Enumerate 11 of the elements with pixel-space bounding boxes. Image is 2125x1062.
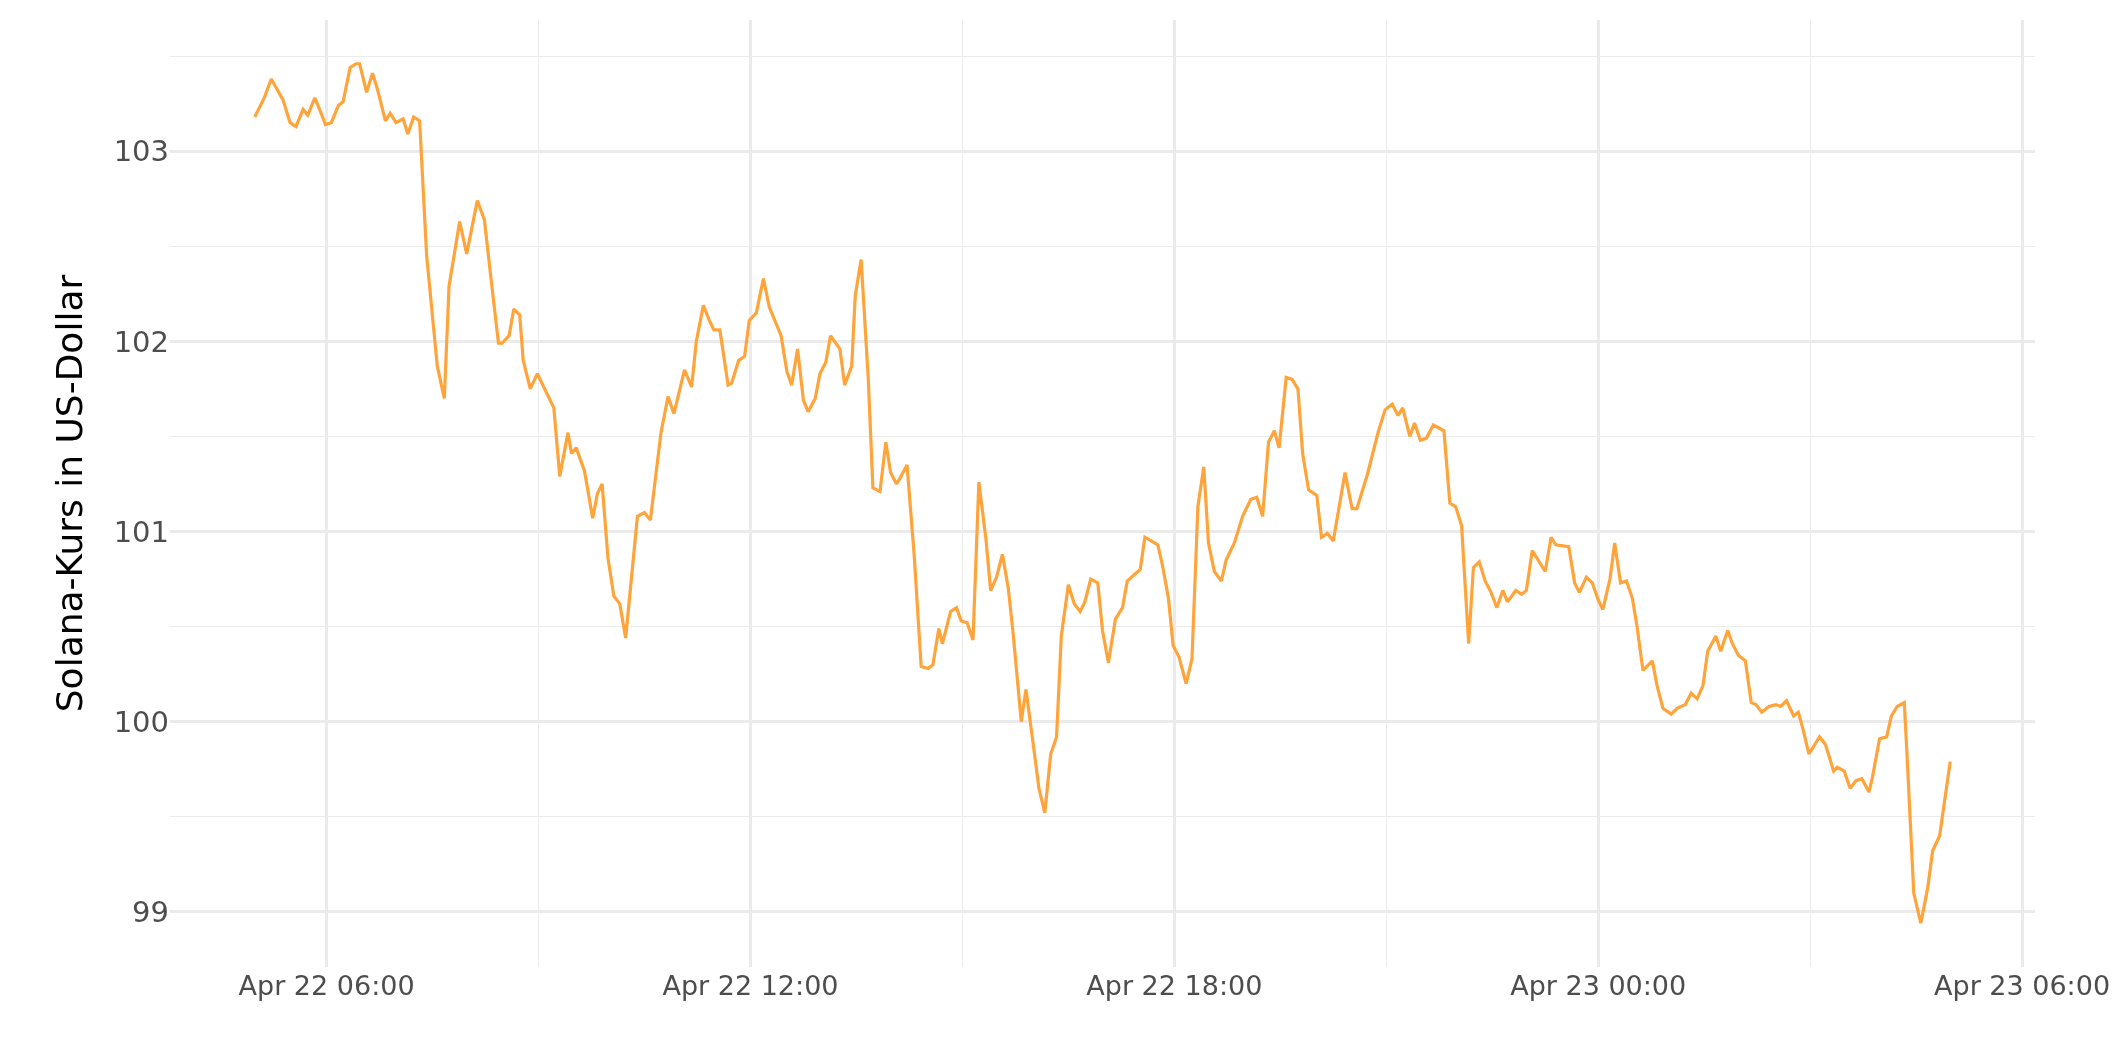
x-tick-label: Apr 23 00:00 (1510, 970, 1687, 1001)
y-tick-label: 100 (113, 704, 169, 739)
y-tick-label: 103 (113, 134, 169, 169)
y-tick-label: 102 (113, 324, 169, 359)
x-tick-label: Apr 22 12:00 (662, 970, 839, 1001)
x-tick-label: Apr 23 06:00 (1934, 970, 2111, 1001)
x-tick-label: Apr 22 18:00 (1086, 970, 1263, 1001)
y-tick-label: 101 (113, 514, 169, 549)
y-tick-label: 99 (132, 895, 169, 929)
x-tick-label: Apr 22 06:00 (238, 970, 415, 1001)
y-axis-title: Solana-Kurs in US-Dollar (48, 274, 90, 713)
